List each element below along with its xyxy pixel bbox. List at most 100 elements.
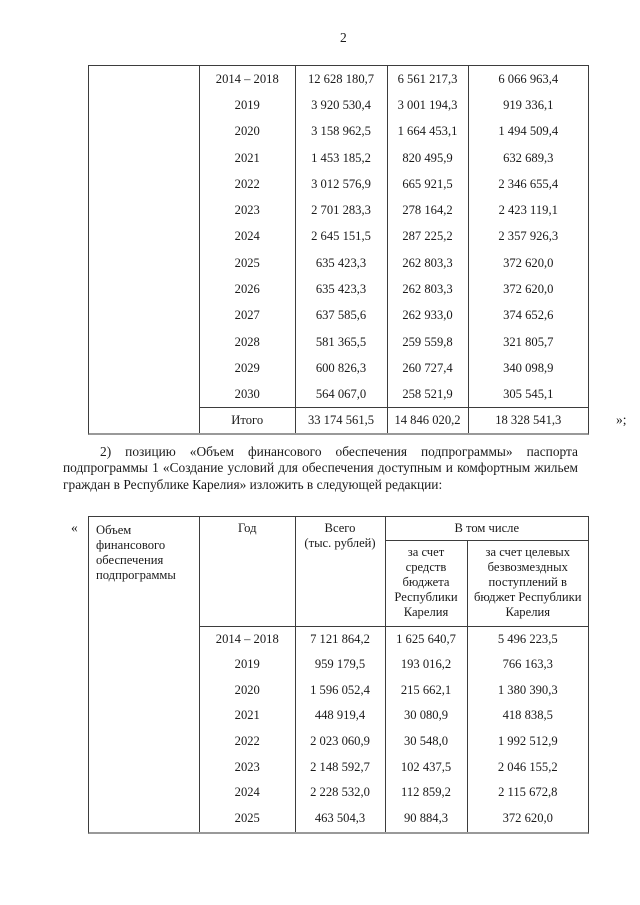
cell-total: 635 423,3 xyxy=(295,250,388,277)
table-row: 2023 2 701 283,3 278 164,2 2 423 119,1 xyxy=(200,197,588,224)
cell-budget: 102 437,5 xyxy=(385,754,468,781)
cell-budget: 193 016,2 xyxy=(385,651,468,678)
cell-targeted: 305 545,1 xyxy=(503,386,554,401)
cell-total: 3 012 576,9 xyxy=(295,171,388,198)
table-row: 2020 1 596 052,4 215 662,1 1 380 390,3 xyxy=(200,677,588,704)
cell-targeted: 372 620,0 xyxy=(503,255,554,270)
page-number: 2 xyxy=(340,30,347,45)
table-row: 2025 463 504,3 90 884,3 372 620,0 xyxy=(200,805,588,832)
cell-budget: 258 521,9 xyxy=(387,381,469,408)
cell-targeted: 374 652,6 xyxy=(503,308,554,323)
table1-closing-quote: »; xyxy=(616,412,627,427)
cell-total: 2 148 592,7 xyxy=(295,754,386,781)
cell-targeted: 18 328 541,3 xyxy=(468,407,588,433)
cell-targeted: 2 346 655,4 xyxy=(498,176,559,191)
cell-year: 2023 xyxy=(200,197,296,224)
table-row: 2023 2 148 592,7 102 437,5 2 046 155,2 xyxy=(200,754,588,781)
table1-carryover-rowheader-cell xyxy=(89,66,200,433)
column-header-budget: за счет средств бюджета Республики Карел… xyxy=(385,540,468,627)
table-row: 2020 3 158 962,5 1 664 453,1 1 494 509,4 xyxy=(200,118,588,145)
cell-budget: 260 727,4 xyxy=(387,355,469,382)
table-row: 2028 581 365,5 259 559,8 321 805,7 xyxy=(200,328,588,356)
cell-targeted: 766 163,3 xyxy=(502,657,553,672)
cell-budget: 287 225,2 xyxy=(387,223,469,251)
cell-budget: 665 921,5 xyxy=(387,171,469,198)
cell-budget: 278 164,2 xyxy=(387,197,469,224)
cell-total: 581 365,5 xyxy=(295,328,388,356)
cell-targeted: 418 838,5 xyxy=(502,708,553,723)
cell-targeted: 2 046 155,2 xyxy=(497,759,558,774)
cell-total: 1 596 052,4 xyxy=(295,677,386,704)
table-row: 2029 600 826,3 260 727,4 340 098,9 xyxy=(200,355,588,382)
cell-budget: 262 803,3 xyxy=(387,276,469,303)
cell-budget: 30 548,0 xyxy=(385,728,468,755)
cell-targeted: 919 336,1 xyxy=(503,97,554,112)
table2-opening-quote: « xyxy=(71,520,78,535)
cell-targeted: 632 689,3 xyxy=(503,150,554,165)
cell-total: 2 228 532,0 xyxy=(295,780,386,806)
cell-targeted: 2 423 119,1 xyxy=(498,203,558,218)
cell-total: 3 920 530,4 xyxy=(295,92,388,119)
table-row: 2030 564 067,0 258 521,9 305 545,1 xyxy=(200,381,588,408)
cell-total: 600 826,3 xyxy=(295,355,388,382)
cell-total: 635 423,3 xyxy=(295,276,388,303)
cell-budget: 30 080,9 xyxy=(385,703,468,729)
amendment-paragraph: 2) позицию «Объем финансового обеспечени… xyxy=(63,444,578,492)
cell-year: 2022 xyxy=(200,728,296,755)
table-row: 2024 2 645 151,5 287 225,2 2 357 926,3 xyxy=(200,223,588,251)
cell-budget: 3 001 194,3 xyxy=(387,92,469,119)
cell-total: 2 701 283,3 xyxy=(295,197,388,224)
cell-targeted: 2 357 926,3 xyxy=(498,229,559,244)
cell-year: 2025 xyxy=(200,805,296,832)
cell-budget: 820 495,9 xyxy=(387,144,469,172)
cell-targeted: 1 494 509,4 xyxy=(498,124,559,139)
cell-year: 2024 xyxy=(200,780,296,806)
cell-budget: 14 846 020,2 xyxy=(387,407,469,433)
cell-total: 463 504,3 xyxy=(295,805,386,832)
column-header-year: Год xyxy=(200,517,296,627)
table2-header-row-2: за счет средств бюджета Республики Карел… xyxy=(200,540,589,627)
cell-budget: 215 662,1 xyxy=(385,677,468,704)
cell-year: 2019 xyxy=(200,651,296,678)
table-row: 2021 1 453 185,2 820 495,9 632 689,3 xyxy=(200,144,588,172)
subprogram-funding-table: Объем финансового обеспечения подпрограм… xyxy=(88,516,590,834)
cell-year: 2024 xyxy=(200,223,296,251)
cell-year: 2026 xyxy=(200,276,296,303)
table2-header-row-1: Год Всего (тыс. рублей) В том числе xyxy=(200,517,589,627)
table-row: 2022 2 023 060,9 30 548,0 1 992 512,9 xyxy=(200,728,588,755)
cell-budget: 112 859,2 xyxy=(385,780,468,806)
cell-total: 2 023 060,9 xyxy=(295,728,386,755)
table-row: 2025 635 423,3 262 803,3 372 620,0 xyxy=(200,250,588,277)
cell-targeted: 321 805,7 xyxy=(503,334,554,349)
table2-rowheader-cell: Объем финансового обеспечения подпрограм… xyxy=(89,517,200,832)
cell-year: 2014 – 2018 xyxy=(200,66,296,93)
cell-year: 2019 xyxy=(200,92,296,119)
cell-year: 2025 xyxy=(200,250,296,277)
cell-year: 2020 xyxy=(200,677,296,704)
table-row: 2026 635 423,3 262 803,3 372 620,0 xyxy=(200,276,588,303)
cell-budget: 6 561 217,3 xyxy=(387,66,469,93)
column-header-total: Всего (тыс. рублей) xyxy=(295,517,386,627)
cell-year: 2022 xyxy=(200,171,296,198)
cell-year: 2023 xyxy=(200,754,296,781)
column-header-targeted: за счет целевых безвозмездных поступлени… xyxy=(467,540,589,627)
cell-year: 2029 xyxy=(200,355,296,382)
cell-total: 959 179,5 xyxy=(295,651,386,678)
cell-year: 2027 xyxy=(200,302,296,329)
cell-year: 2020 xyxy=(200,118,296,145)
cell-year: 2028 xyxy=(200,328,296,356)
cell-targeted: 372 620,0 xyxy=(502,811,553,826)
cell-total: 33 174 561,5 xyxy=(295,407,388,433)
table-row: 2014 – 2018 7 121 864,2 1 625 640,7 5 496 2… xyxy=(200,626,588,652)
cell-budget: 1 625 640,7 xyxy=(385,626,468,652)
table-row: 2019 959 179,5 193 016,2 766 163,3 xyxy=(200,651,588,678)
cell-total-label: Итого xyxy=(200,407,296,433)
table-row: 2019 3 920 530,4 3 001 194,3 919 336,1 xyxy=(200,92,588,119)
cell-year: 2030 xyxy=(200,381,296,408)
table2-grid: Год Всего (тыс. рублей) В том числе за с… xyxy=(200,517,589,832)
cell-year: 2014 – 2018 xyxy=(200,626,296,652)
program-funding-table: 2014 – 2018 12 628 180,7 6 561 217,3 6 066 … xyxy=(88,65,589,435)
cell-total: 564 067,0 xyxy=(295,381,388,408)
column-header-breakdown: В том числе xyxy=(385,517,589,541)
